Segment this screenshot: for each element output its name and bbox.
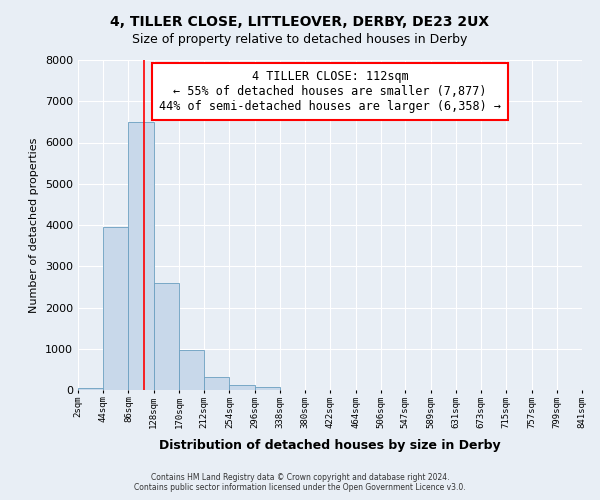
Bar — [128, 122, 154, 390]
Bar — [103, 227, 128, 390]
Bar — [154, 283, 179, 390]
Bar — [204, 377, 229, 390]
Bar — [229, 384, 254, 390]
Text: Size of property relative to detached houses in Derby: Size of property relative to detached ho… — [133, 32, 467, 46]
Bar — [254, 387, 280, 390]
Text: 4 TILLER CLOSE: 112sqm
← 55% of detached houses are smaller (7,877)
44% of semi-: 4 TILLER CLOSE: 112sqm ← 55% of detached… — [159, 70, 501, 113]
Y-axis label: Number of detached properties: Number of detached properties — [29, 138, 40, 312]
Bar — [179, 350, 204, 390]
Text: 4, TILLER CLOSE, LITTLEOVER, DERBY, DE23 2UX: 4, TILLER CLOSE, LITTLEOVER, DERBY, DE23… — [110, 15, 490, 29]
Bar — [78, 388, 103, 390]
X-axis label: Distribution of detached houses by size in Derby: Distribution of detached houses by size … — [159, 439, 501, 452]
Text: Contains HM Land Registry data © Crown copyright and database right 2024.
Contai: Contains HM Land Registry data © Crown c… — [134, 473, 466, 492]
